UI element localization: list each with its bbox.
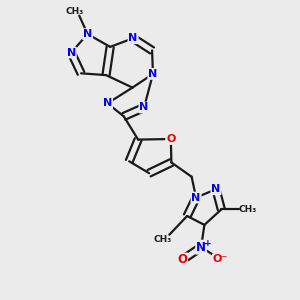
Text: N: N xyxy=(103,98,112,108)
Text: N: N xyxy=(196,241,206,254)
Text: N: N xyxy=(148,69,158,79)
Text: CH₃: CH₃ xyxy=(238,205,256,214)
Text: O: O xyxy=(177,254,187,266)
Text: N: N xyxy=(191,193,201,202)
Text: N: N xyxy=(140,103,149,112)
Text: O⁻: O⁻ xyxy=(213,254,228,264)
Text: N: N xyxy=(128,33,138,43)
Text: N: N xyxy=(212,184,220,194)
Text: CH₃: CH₃ xyxy=(65,7,83,16)
Text: O: O xyxy=(166,134,176,144)
Text: N: N xyxy=(83,29,92,39)
Text: CH₃: CH₃ xyxy=(153,235,172,244)
Text: +: + xyxy=(204,239,212,248)
Text: N: N xyxy=(67,47,76,58)
